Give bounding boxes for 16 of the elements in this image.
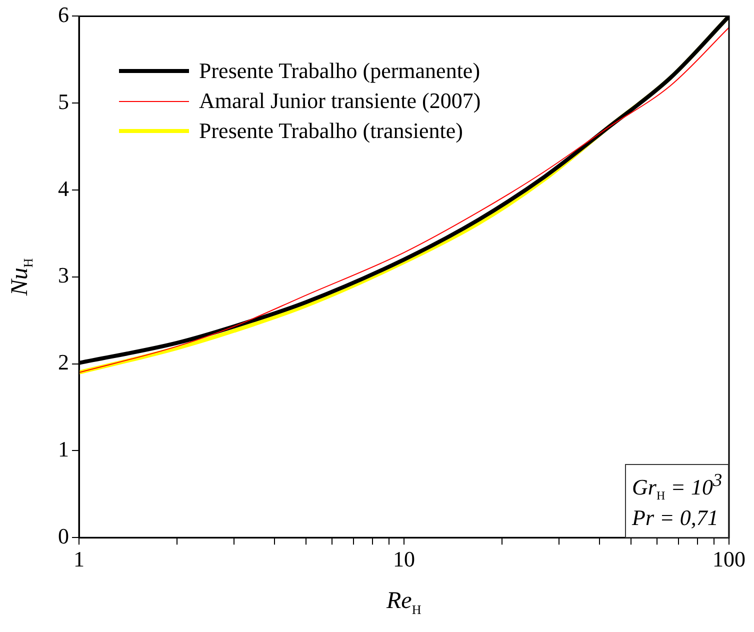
y-tick-label: 2 [58,350,69,375]
annotation: Pr = 0,71 [632,504,718,530]
x-tick-label: 1 [74,546,84,572]
y-tick-label: 0 [58,523,69,548]
legend-label: Amaral Junior transiente (2007) [199,88,481,114]
legend-label: Presente Trabalho (permanente) [199,58,480,84]
x-axis-title: Re$_{H}$ [386,588,422,618]
y-tick-label: 1 [58,436,69,462]
y-tick-label: 6 [58,2,69,27]
annotation: Gr$_{H}$ = 10$^{3}$ [632,470,722,502]
x-tick-label: 100 [712,546,746,572]
y-tick-label: 3 [58,262,69,288]
y-tick-label: 5 [58,88,69,114]
legend-label: Presente Trabalho (transiente) [199,118,463,144]
x-tick-label: 10 [393,546,415,572]
y-tick-label: 4 [58,176,69,201]
